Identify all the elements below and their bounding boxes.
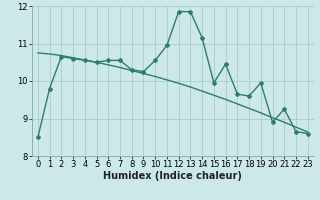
X-axis label: Humidex (Indice chaleur): Humidex (Indice chaleur) (103, 171, 242, 181)
